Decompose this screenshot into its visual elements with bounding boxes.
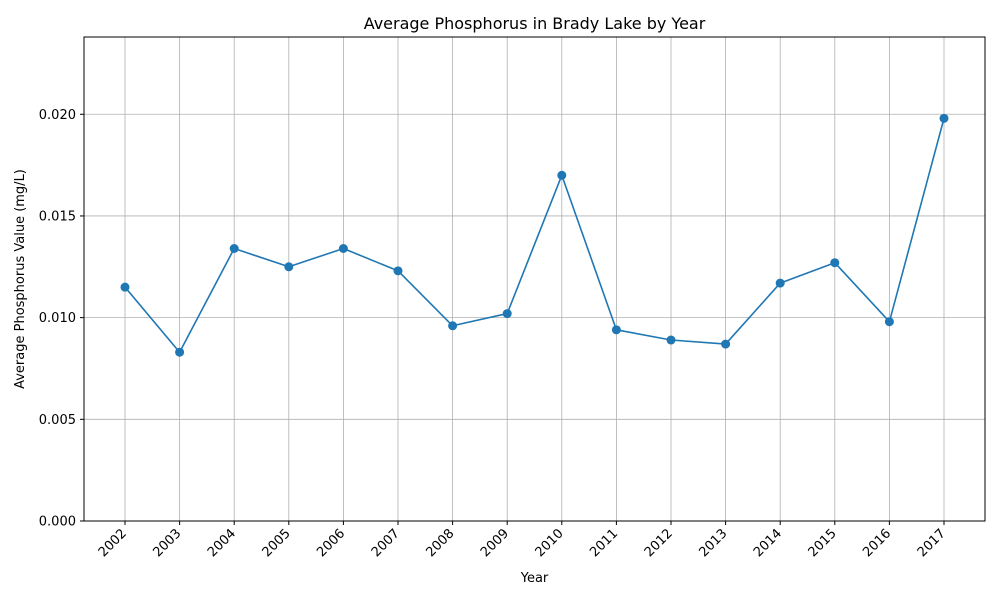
series-line <box>124 118 945 354</box>
y-axis-label: Average Phosphorus Value (mg/L) <box>13 169 28 389</box>
data-point-2010 <box>557 170 567 180</box>
x-tick-label: 2012 <box>642 526 676 560</box>
x-tick-label: 2013 <box>696 526 730 560</box>
data-point-2015 <box>830 258 840 268</box>
data-point-2007 <box>393 266 403 276</box>
data-point-2008 <box>448 321 458 331</box>
data-point-2004 <box>229 243 239 253</box>
data-point-2014 <box>775 278 785 288</box>
data-point-2002 <box>120 282 130 292</box>
x-tick-label: 2007 <box>369 526 403 560</box>
x-tick-label: 2011 <box>587 526 621 560</box>
axes <box>83 36 986 522</box>
data-point-2013 <box>721 339 731 349</box>
x-tick-label: 2016 <box>860 526 894 560</box>
x-tick-label: 2005 <box>260 526 294 560</box>
y-tick-label: 0.005 <box>39 413 76 428</box>
data-point-2012 <box>666 335 676 345</box>
plot-frame <box>83 36 986 522</box>
x-tick-label: 2004 <box>205 526 239 560</box>
y-tick-label: 0.020 <box>39 108 76 123</box>
data-point-2017 <box>939 113 949 123</box>
data-point-2005 <box>284 262 294 272</box>
x-tick-label: 2002 <box>96 526 130 560</box>
y-tick-label: 0.010 <box>39 311 76 326</box>
data-point-2016 <box>884 317 894 327</box>
data-point-2006 <box>338 243 348 253</box>
data-point-2009 <box>502 309 512 319</box>
x-axis-ticks: 2002 2003 2004 2005 2006 2007 2008 2009 2010 2011… <box>96 521 949 560</box>
x-tick-label: 2008 <box>423 526 457 560</box>
x-tick-label: 2014 <box>751 526 785 560</box>
chart-title: Average Phosphorus in Brady Lake by Year <box>364 14 706 33</box>
x-tick-label: 2006 <box>314 526 348 560</box>
data-point-2011 <box>611 325 621 335</box>
x-axis-label: Year <box>520 571 549 586</box>
data-point-2003 <box>175 347 185 357</box>
y-tick-label: 0.000 <box>39 515 76 530</box>
x-tick-label: 2003 <box>150 526 184 560</box>
x-tick-label: 2015 <box>806 526 840 560</box>
x-tick-label: 2017 <box>915 526 949 560</box>
y-tick-label: 0.015 <box>39 209 76 224</box>
x-tick-label: 2010 <box>533 526 567 560</box>
x-tick-label: 2009 <box>478 526 512 560</box>
y-axis-ticks: 0.000 0.005 0.010 0.015 0.020 <box>39 108 84 530</box>
series <box>120 113 949 357</box>
